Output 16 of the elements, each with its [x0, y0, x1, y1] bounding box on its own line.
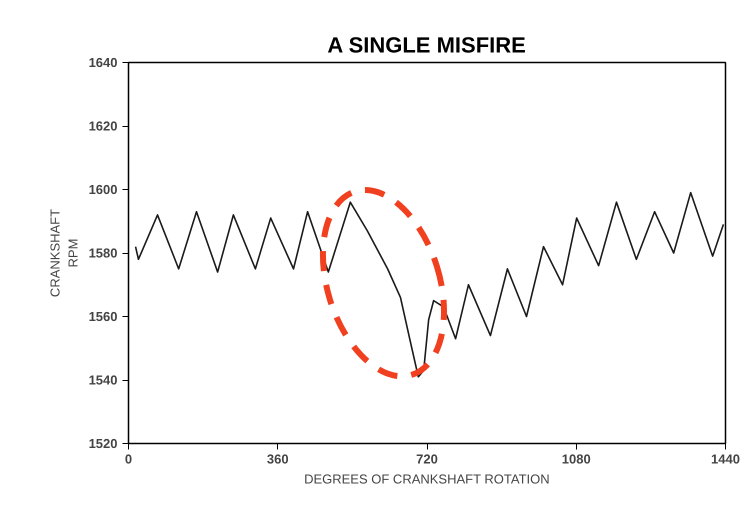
x-tick-label: 1440 — [711, 452, 740, 466]
y-tick-label: 1640 — [88, 55, 118, 70]
x-tick-label: 0 — [124, 452, 132, 466]
y-tick-label: 1520 — [88, 436, 118, 451]
y-tick-label: 1540 — [88, 372, 118, 388]
y-tick-label: 1600 — [88, 182, 118, 197]
y-axis-title: CRANKSHAFT RPM — [48, 208, 81, 298]
x-tick-label: 1080 — [562, 452, 591, 466]
line-series — [134, 192, 724, 378]
x-axis-title: DEGREES OF CRANKSHAFT ROTATION — [304, 472, 550, 486]
x-tick-label: 360 — [266, 452, 289, 466]
chart-title: A SINGLE MISFIRE — [327, 32, 526, 58]
y-tick-label: 1560 — [88, 309, 118, 324]
y-tick-label: 1580 — [88, 246, 118, 260]
y-tick-label: 1620 — [88, 118, 118, 134]
x-tick-label: 720 — [416, 452, 438, 466]
